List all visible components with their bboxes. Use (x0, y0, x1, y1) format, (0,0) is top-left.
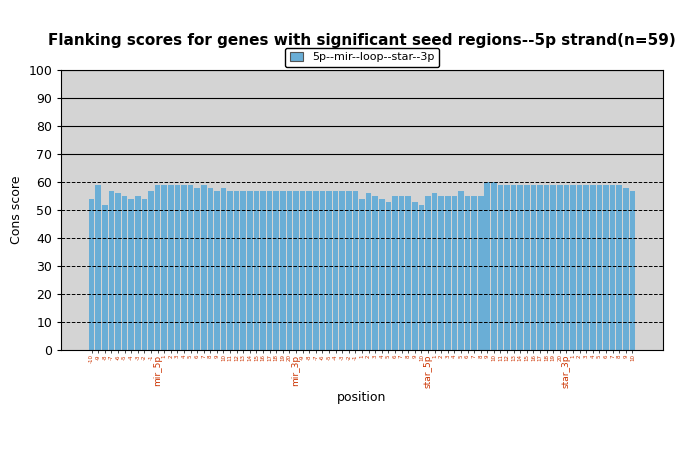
Bar (524, 185, 530, 350)
Bar (96, 185, 101, 350)
Bar (610, 185, 615, 350)
Bar (491, 182, 497, 350)
Bar (313, 191, 319, 350)
Bar (253, 191, 260, 350)
Bar (135, 196, 141, 350)
Bar (392, 196, 398, 350)
Bar (538, 185, 543, 350)
Bar (366, 193, 372, 350)
Bar (386, 202, 391, 350)
Bar (175, 185, 180, 350)
Bar (326, 191, 332, 350)
Bar (333, 191, 338, 350)
Bar (412, 202, 417, 350)
Bar (267, 191, 273, 350)
Bar (115, 193, 121, 350)
Bar (563, 185, 569, 350)
Bar (352, 191, 358, 350)
Bar (498, 185, 503, 350)
Bar (194, 188, 200, 350)
Bar (438, 196, 444, 350)
Bar (630, 191, 635, 350)
Bar (234, 191, 240, 350)
Bar (273, 191, 279, 350)
Bar (590, 185, 596, 350)
Bar (293, 191, 299, 350)
Bar (287, 191, 292, 350)
Bar (451, 196, 457, 350)
Bar (379, 199, 385, 350)
Bar (240, 191, 246, 350)
Bar (181, 185, 186, 350)
Bar (247, 191, 253, 350)
Bar (464, 196, 471, 350)
Bar (445, 196, 451, 350)
Bar (504, 185, 510, 350)
Bar (148, 191, 154, 350)
Bar (109, 191, 114, 350)
Bar (616, 185, 622, 350)
Bar (161, 185, 167, 350)
Bar (372, 196, 378, 350)
Legend: 5p--mir--loop--star--3p: 5p--mir--loop--star--3p (285, 48, 438, 67)
Bar (208, 188, 213, 350)
Bar (102, 205, 108, 350)
Bar (89, 199, 94, 350)
Bar (550, 185, 556, 350)
Bar (201, 185, 206, 350)
Bar (544, 185, 549, 350)
Bar (425, 196, 431, 350)
Bar (346, 191, 352, 350)
Bar (478, 196, 484, 350)
Bar (339, 191, 345, 350)
Bar (128, 199, 134, 350)
Bar (518, 185, 523, 350)
Bar (570, 185, 576, 350)
Bar (155, 185, 161, 350)
Bar (419, 205, 424, 350)
Bar (141, 199, 147, 350)
X-axis label: position: position (337, 391, 387, 403)
Bar (458, 191, 464, 350)
Bar (405, 196, 411, 350)
Y-axis label: Cons score: Cons score (10, 176, 23, 244)
Bar (227, 191, 233, 350)
Bar (471, 196, 477, 350)
Bar (557, 185, 563, 350)
Bar (432, 193, 437, 350)
Bar (359, 199, 365, 350)
Bar (221, 188, 226, 350)
Bar (583, 185, 589, 350)
Bar (603, 185, 609, 350)
Bar (511, 185, 516, 350)
Bar (320, 191, 325, 350)
Bar (280, 191, 285, 350)
Bar (168, 185, 173, 350)
Bar (531, 185, 536, 350)
Bar (577, 185, 583, 350)
Bar (307, 191, 312, 350)
Bar (122, 196, 127, 350)
Bar (399, 196, 404, 350)
Bar (214, 191, 220, 350)
Bar (260, 191, 266, 350)
Bar (623, 188, 628, 350)
Bar (597, 185, 602, 350)
Bar (484, 182, 490, 350)
Bar (300, 191, 305, 350)
Bar (188, 185, 193, 350)
Title: Flanking scores for genes with significant seed regions--5p strand(n=59): Flanking scores for genes with significa… (48, 33, 676, 48)
